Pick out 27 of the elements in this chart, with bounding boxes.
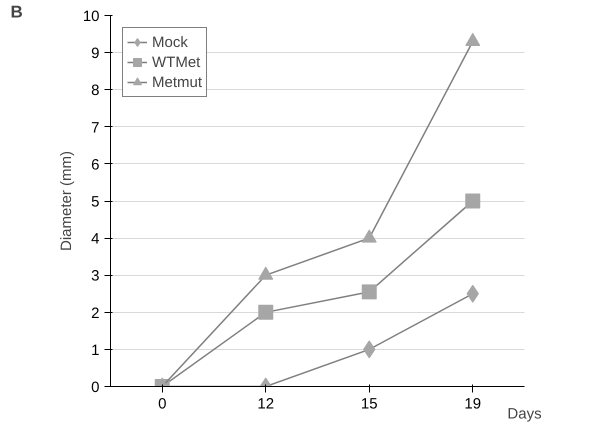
point (258, 266, 274, 280)
y-tick-label: 4 (91, 230, 100, 248)
y-tick-label: 5 (91, 194, 100, 210)
y-tick-label: 9 (91, 45, 100, 62)
point (258, 304, 274, 320)
y-tick-label: 6 (91, 156, 100, 174)
y-tick-label: 0 (91, 379, 100, 396)
y-axis-title: Diameter (mm) (58, 150, 75, 251)
legend-label: Metmut (152, 74, 202, 90)
point (362, 284, 377, 300)
point (465, 32, 480, 46)
y-tick-label: 2 (91, 304, 100, 322)
text: B (10, 2, 23, 22)
point (465, 194, 480, 208)
x-tick-label: 15 (360, 396, 378, 412)
x-axis-title: Days (507, 406, 542, 422)
legend-label: WTMet (152, 54, 200, 70)
y-tick-label: 10 (82, 8, 100, 25)
y-tick-label: 8 (91, 82, 100, 100)
legend-label: Mock (152, 34, 188, 50)
x-tick-label: 19 (464, 396, 482, 412)
point (362, 230, 377, 243)
x-tick-label: 12 (257, 396, 274, 412)
y-tick-label: 3 (91, 268, 100, 285)
y-tick-label: 7 (91, 119, 100, 136)
y-tick-label: 1 (91, 342, 100, 359)
x-tick-label: 0 (158, 396, 166, 412)
